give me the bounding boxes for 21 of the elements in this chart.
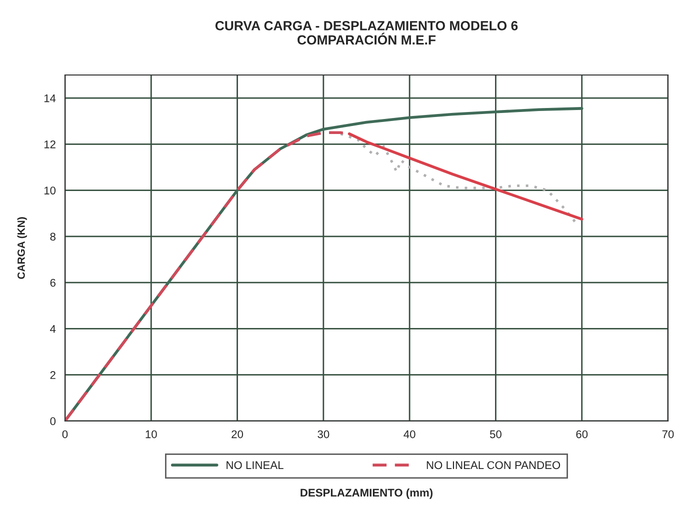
y-tick-label: 6 (50, 278, 56, 287)
y-axis-title: CARGA (KN) (17, 217, 27, 279)
x-tick-label: 40 (404, 430, 416, 438)
chart-title: CURVA CARGA - DESPLAZAMIENTO MODELO 6 COMPARACIÓN M.E.F (215, 21, 518, 45)
x-tick-label: 20 (232, 430, 244, 438)
x-tick-label: 70 (662, 430, 674, 438)
legend-label: NO LINEAL CON PANDEO (426, 461, 560, 470)
legend-label: NO LINEAL (226, 461, 284, 470)
y-tick-label: 4 (50, 325, 56, 333)
y-tick-label: 0 (50, 417, 56, 426)
y-tick-label: 14 (44, 94, 56, 102)
x-tick-label: 30 (318, 430, 330, 438)
y-tick-label: 12 (44, 140, 56, 148)
y-tick-label: 2 (50, 371, 56, 379)
x-axis-title: DESPLAZAMIENTO (mm) (300, 488, 433, 499)
y-tick-label: 8 (50, 232, 56, 241)
x-tick-label: 10 (146, 430, 157, 438)
x-tick-label: 60 (576, 430, 588, 438)
x-tick-label: 0 (62, 430, 68, 438)
x-tick-label: 50 (490, 430, 502, 438)
y-tick-label: 10 (44, 186, 56, 194)
